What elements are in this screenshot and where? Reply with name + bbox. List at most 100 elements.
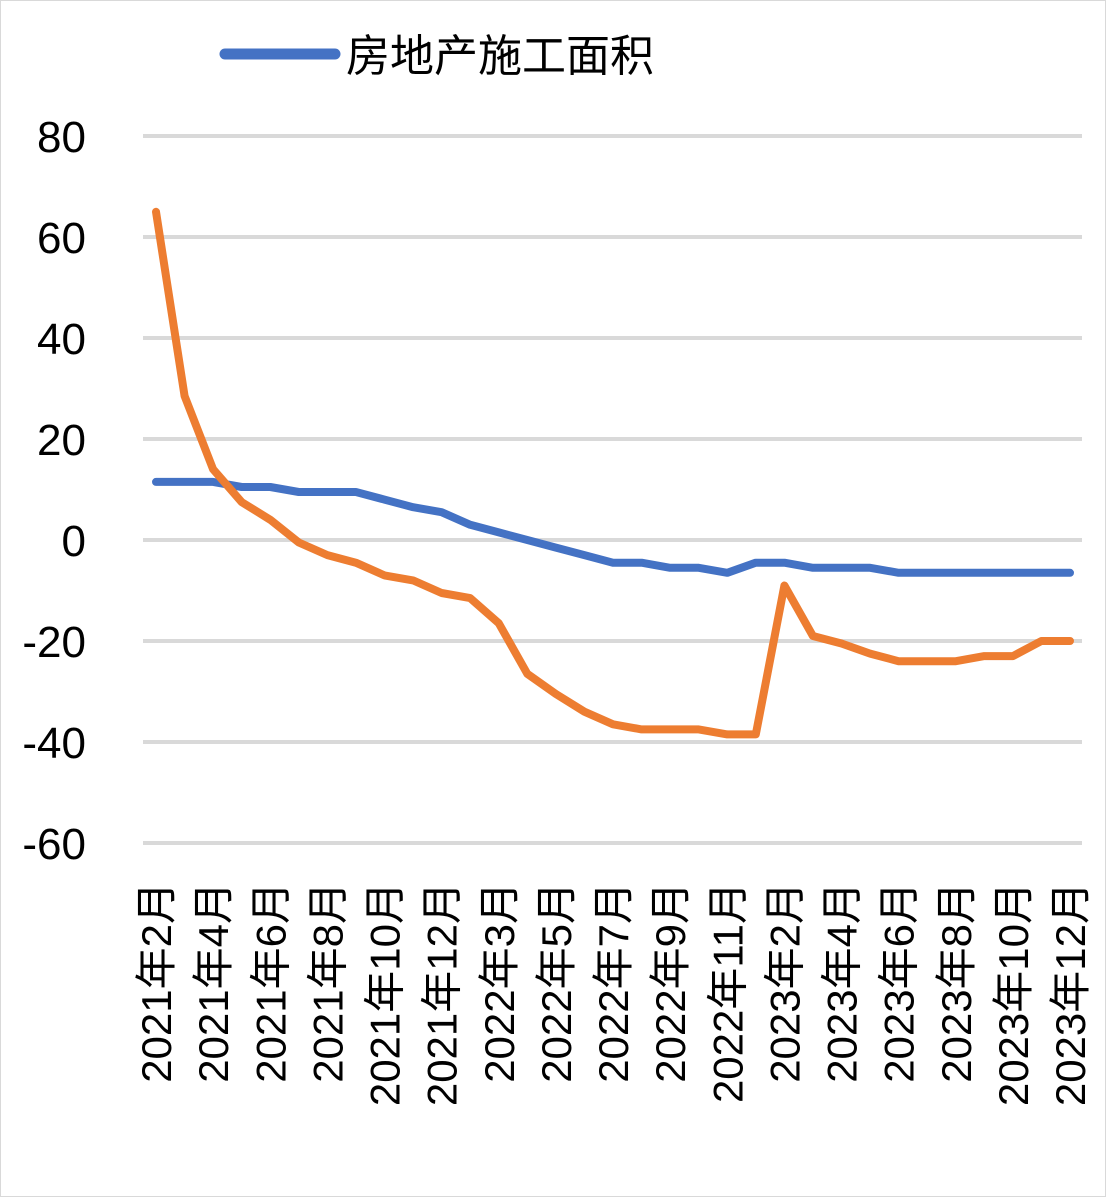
- series-0-point: [583, 554, 585, 556]
- series-1-point: [783, 584, 785, 586]
- series-0-point: [326, 491, 328, 493]
- x-tick-label: 2021年4月: [190, 882, 237, 1083]
- legend-label: 房地产施工面积: [346, 32, 654, 81]
- y-tick-label: 40: [37, 315, 86, 364]
- x-tick-label: 2023年6月: [876, 882, 923, 1083]
- series-0-point: [1012, 572, 1014, 574]
- series-0-point: [898, 572, 900, 574]
- series-1-point: [726, 733, 728, 735]
- series-0-point: [384, 499, 385, 501]
- x-tick-label: 2021年2月: [133, 882, 180, 1083]
- series-1-point: [498, 622, 500, 624]
- series-0-point: [412, 506, 414, 508]
- series-1-point: [326, 554, 328, 556]
- series-1-point: [298, 542, 300, 544]
- series-1-point: [955, 660, 957, 662]
- series-line-1: [152, 207, 1074, 739]
- series-0-point: [669, 567, 671, 569]
- x-tick-label: 2021年12月: [419, 882, 466, 1106]
- series-0-point: [155, 481, 157, 483]
- series-1-point: [869, 653, 871, 655]
- series-1-point: [926, 660, 928, 662]
- series-0-point: [212, 481, 214, 483]
- x-tick-label: 2022年11月: [704, 882, 751, 1103]
- series-1-point: [698, 728, 700, 730]
- x-axis-tick-labels: 2021年2月 2021年4月 2021年6月 2021年8月 2021年10月 2021…: [133, 882, 1094, 1106]
- x-tick-label: 2023年4月: [819, 882, 866, 1083]
- y-tick-label: -60: [22, 820, 86, 869]
- series-0-point: [841, 567, 842, 569]
- series-0-point: [869, 567, 871, 569]
- series-0-point: [469, 524, 471, 526]
- y-tick-label: 20: [37, 416, 86, 465]
- y-tick-label: 60: [37, 214, 86, 263]
- series-0-point: [926, 572, 928, 574]
- series-0-point: [698, 567, 700, 569]
- x-tick-label: 2021年10月: [362, 882, 409, 1106]
- x-tick-label: 2021年6月: [247, 882, 294, 1083]
- series-0-point: [983, 572, 985, 574]
- series-0-point: [526, 539, 528, 541]
- series-1-point: [241, 501, 243, 503]
- series-lines: [152, 207, 1074, 739]
- y-tick-label: 0: [62, 517, 86, 566]
- series-0-point: [812, 567, 814, 569]
- series-1-point: [1040, 640, 1042, 642]
- x-tick-label: 2023年2月: [761, 882, 808, 1083]
- x-tick-label: 2022年9月: [647, 882, 694, 1083]
- x-tick-label: 2023年12月: [1047, 882, 1094, 1106]
- series-0-point: [555, 547, 557, 549]
- series-1-point: [269, 519, 271, 521]
- series-0-point: [955, 572, 957, 574]
- series-0-point: [612, 562, 614, 564]
- series-0-point: [269, 486, 271, 488]
- series-1-point: [355, 562, 357, 564]
- series-0-point: [755, 562, 757, 564]
- legend: 房地产施工面积: [219, 32, 654, 81]
- series-0-point: [355, 491, 357, 493]
- series-1-point: [612, 723, 614, 725]
- series-1-point: [412, 579, 414, 581]
- x-tick-label: 2022年3月: [476, 882, 523, 1083]
- series-1-point: [641, 728, 643, 730]
- series-1-point: [898, 660, 900, 662]
- series-0-point: [184, 481, 186, 483]
- series-1-point: [441, 592, 443, 594]
- series-0-point: [783, 562, 785, 564]
- series-1-point: [212, 468, 214, 470]
- y-tick-label: -20: [22, 618, 86, 667]
- x-tick-label: 2023年10月: [990, 882, 1037, 1106]
- series-1-point: [526, 673, 528, 675]
- series-1-point: [384, 574, 385, 576]
- y-axis-tick-labels: 80 60 40 20 0 -20 -40 -60: [22, 113, 86, 869]
- series-0-point: [1069, 572, 1071, 574]
- series-0-point: [298, 491, 300, 493]
- x-tick-label: 2022年5月: [533, 882, 580, 1083]
- series-1-point: [1069, 640, 1071, 642]
- series-1-point: [841, 643, 842, 645]
- x-tick-label: 2023年8月: [933, 882, 980, 1083]
- series-0-point: [498, 531, 500, 533]
- series-0-point: [441, 511, 443, 513]
- series-1-point: [812, 635, 814, 637]
- series-1-point: [983, 655, 985, 657]
- series-1-point: [1012, 655, 1014, 657]
- series-0-point: [641, 562, 643, 564]
- series-0-point: [241, 486, 243, 488]
- series-1-point: [583, 711, 585, 713]
- series-0-point: [1040, 572, 1042, 574]
- series-0-point: [726, 572, 728, 574]
- series-1-point: [669, 728, 671, 730]
- series-1-point: [555, 693, 557, 695]
- x-tick-label: 2021年8月: [304, 882, 351, 1083]
- series-1-point: [155, 211, 157, 213]
- series-1-point: [469, 597, 471, 599]
- x-tick-label: 2022年7月: [590, 882, 637, 1083]
- series-line-0: [152, 477, 1074, 577]
- series-1-point: [184, 395, 186, 397]
- series-1-point: [755, 733, 757, 735]
- y-tick-label: 80: [37, 113, 86, 162]
- y-tick-label: -40: [22, 719, 86, 768]
